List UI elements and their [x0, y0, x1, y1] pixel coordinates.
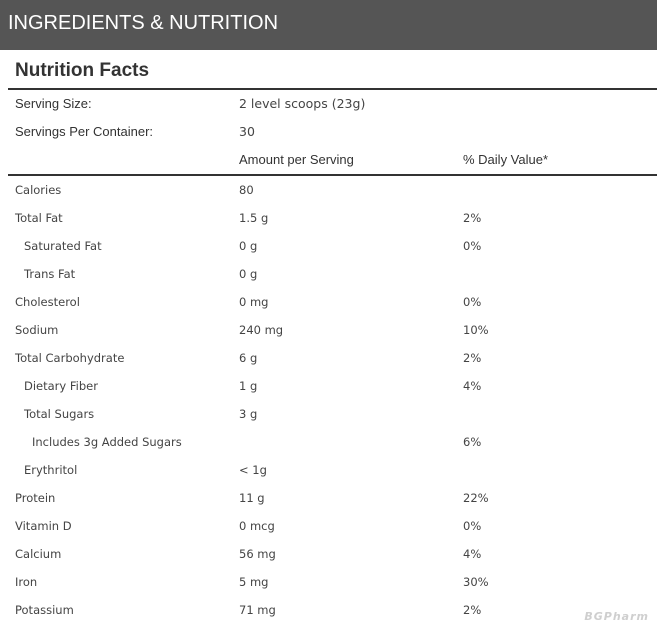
nutrient-daily-value: 0%: [463, 239, 482, 253]
nutrition-facts-title: Nutrition Facts: [15, 60, 150, 81]
servings-per-container-label: Servings Per Container:: [15, 124, 154, 139]
nutrient-daily-value: 4%: [463, 379, 482, 393]
nutrient-name: Total Fat: [15, 211, 63, 225]
table-row: Erythritol < 1g: [0, 456, 657, 484]
nutrient-name: Includes 3g Added Sugars: [32, 435, 182, 449]
table-row: Total Fat 1.5 g 2%: [0, 204, 657, 232]
table-row: Cholesterol 0 mg 0%: [0, 288, 657, 316]
nutrient-daily-value: 2%: [463, 351, 482, 365]
table-row: Dietary Fiber 1 g 4%: [0, 372, 657, 400]
nutrient-name: Dietary Fiber: [24, 379, 98, 393]
nutrient-daily-value: 4%: [463, 547, 482, 561]
nutrient-amount: 0 mcg: [239, 519, 275, 533]
servings-per-container-value: 30: [239, 124, 255, 139]
nutrient-amount: 0 mg: [239, 295, 269, 309]
table-row: Potassium 71 mg 2%: [0, 596, 657, 624]
nutrient-name: Iron: [15, 575, 38, 589]
nutrient-name: Total Carbohydrate: [15, 351, 125, 365]
header-divider: [8, 174, 657, 176]
nutrient-amount: < 1g: [239, 463, 267, 477]
nutrient-amount: 80: [239, 183, 254, 197]
table-row: Total Carbohydrate 6 g 2%: [0, 344, 657, 372]
nutrient-daily-value: 2%: [463, 603, 482, 617]
table-row: Saturated Fat 0 g 0%: [0, 232, 657, 260]
nutrient-name: Calories: [15, 183, 62, 197]
table-row: Protein 11 g 22%: [0, 484, 657, 512]
nutrient-daily-value: 0%: [463, 519, 482, 533]
table-row: Trans Fat 0 g: [0, 260, 657, 288]
servings-per-container-row: Servings Per Container: 30: [0, 118, 657, 146]
nutrient-amount: 71 mg: [239, 603, 276, 617]
nutrient-name: Sodium: [15, 323, 59, 337]
nutrient-daily-value: 0%: [463, 295, 482, 309]
serving-size-label: Serving Size:: [15, 96, 92, 111]
table-row: Total Sugars 3 g: [0, 400, 657, 428]
nutrient-amount: 5 mg: [239, 575, 269, 589]
nutrient-name: Calcium: [15, 547, 62, 561]
nutrient-name: Vitamin D: [15, 519, 72, 533]
daily-value-column-header: % Daily Value*: [463, 152, 549, 167]
serving-size-row: Serving Size: 2 level scoops (23g): [0, 90, 657, 118]
nutrient-amount: 0 g: [239, 267, 258, 281]
nutrient-daily-value: 10%: [463, 323, 489, 337]
nutrient-amount: 0 g: [239, 239, 258, 253]
nutrient-amount: 6 g: [239, 351, 258, 365]
title-divider: [8, 88, 657, 90]
column-header-row: Amount per Serving % Daily Value*: [0, 146, 657, 174]
nutrient-daily-value: 30%: [463, 575, 489, 589]
table-row: Calcium 56 mg 4%: [0, 540, 657, 568]
nutrient-name: Total Sugars: [24, 407, 95, 421]
table-row: Vitamin D 0 mcg 0%: [0, 512, 657, 540]
nutrient-amount: 11 g: [239, 491, 265, 505]
nutrient-name: Saturated Fat: [24, 239, 102, 253]
table-row: Sodium 240 mg 10%: [0, 316, 657, 344]
amount-column-header: Amount per Serving: [239, 152, 354, 167]
nutrient-name: Erythritol: [24, 463, 78, 477]
nutrient-amount: 3 g: [239, 407, 258, 421]
nutrient-daily-value: 2%: [463, 211, 482, 225]
nutrient-daily-value: 6%: [463, 435, 482, 449]
serving-size-value: 2 level scoops (23g): [239, 96, 366, 111]
table-row: Calories 80: [0, 176, 657, 204]
table-row: Iron 5 mg 30%: [0, 568, 657, 596]
nutrient-amount: 1.5 g: [239, 211, 269, 225]
nutrient-name: Potassium: [15, 603, 74, 617]
table-row: Includes 3g Added Sugars 6%: [0, 428, 657, 456]
nutrient-name: Protein: [15, 491, 56, 505]
nutrient-amount: 240 mg: [239, 323, 284, 337]
nutrient-name: Cholesterol: [15, 295, 80, 309]
nutrient-name: Trans Fat: [24, 267, 76, 281]
nutrient-amount: 1 g: [239, 379, 258, 393]
watermark-text: BGPharm: [584, 610, 649, 623]
nutrient-daily-value: 22%: [463, 491, 489, 505]
nutrient-amount: 56 mg: [239, 547, 276, 561]
section-header: INGREDIENTS & NUTRITION: [0, 0, 657, 50]
section-title: INGREDIENTS & NUTRITION: [8, 12, 279, 34]
